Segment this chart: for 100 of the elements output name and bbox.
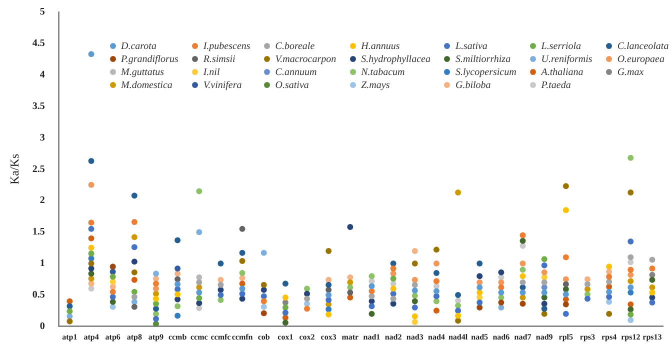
point	[455, 312, 462, 319]
x-tick-label: nad4	[428, 332, 445, 342]
point	[66, 308, 73, 314]
point	[433, 308, 440, 314]
point	[152, 316, 159, 322]
point	[174, 291, 181, 298]
point	[131, 304, 138, 310]
x-tick-label: cox3	[320, 332, 336, 342]
point	[196, 188, 202, 194]
legend-label: Z.mays	[361, 80, 390, 90]
point	[476, 273, 483, 280]
point	[390, 296, 396, 302]
point	[174, 312, 181, 319]
point	[174, 281, 181, 288]
point	[368, 283, 375, 290]
legend-label: M.guttatus	[121, 66, 164, 78]
y-tick-label: 0.5	[32, 290, 45, 301]
point	[152, 306, 159, 312]
point	[562, 291, 569, 298]
point	[606, 294, 612, 300]
point	[260, 286, 267, 293]
point	[347, 289, 354, 296]
legend-label: I.pubescens	[203, 40, 250, 52]
point	[326, 276, 332, 283]
legend-label: S.lycopersicum	[455, 66, 516, 78]
point	[218, 282, 224, 288]
x-tick-label: atp4	[84, 332, 99, 342]
point	[476, 284, 483, 290]
point	[110, 298, 116, 305]
legend-label: H.annuus	[361, 40, 400, 52]
point	[131, 258, 138, 265]
point	[131, 276, 138, 283]
point	[562, 207, 569, 214]
point	[174, 303, 181, 310]
point	[541, 256, 548, 262]
point	[412, 319, 418, 325]
y-tick-label: 2.5	[32, 164, 45, 175]
point	[433, 288, 440, 294]
point	[110, 288, 116, 295]
x-tick-label: matr	[342, 332, 360, 342]
point	[412, 248, 418, 254]
point	[628, 272, 634, 278]
legend-label: R.simsii	[203, 54, 236, 64]
point	[433, 270, 440, 276]
point	[152, 296, 159, 302]
point	[131, 269, 138, 276]
point	[498, 289, 504, 296]
point	[152, 300, 159, 307]
x-tick-label: nad9	[536, 332, 553, 342]
point	[88, 250, 94, 256]
point	[131, 244, 138, 250]
point	[260, 250, 267, 256]
point	[412, 298, 418, 304]
point	[131, 219, 138, 226]
point	[649, 300, 656, 306]
point	[433, 293, 440, 300]
point	[628, 306, 634, 312]
x-tick-label: atp6	[105, 332, 120, 342]
point	[455, 318, 462, 324]
y-tick-label: 4	[40, 69, 45, 80]
point	[606, 288, 612, 295]
point	[390, 286, 396, 292]
point	[455, 292, 462, 298]
legend-label: L.sativa	[455, 40, 488, 52]
point	[282, 294, 288, 300]
point	[476, 304, 483, 311]
point	[498, 300, 504, 306]
point	[628, 254, 634, 260]
x-tick-label: ccmfc	[210, 332, 232, 342]
point	[326, 282, 332, 288]
point	[433, 278, 440, 284]
legend-label: G.max	[617, 66, 644, 78]
point	[520, 238, 526, 244]
y-tick-label: 1.5	[32, 226, 45, 238]
point	[260, 304, 267, 310]
point	[196, 279, 202, 286]
point	[88, 235, 94, 242]
x-tick-label: nad2	[384, 332, 402, 342]
x-tick-label: atp9	[148, 332, 164, 342]
point	[628, 284, 634, 290]
legend-label: O.sativa	[275, 80, 309, 90]
legend-label: G.biloba	[455, 80, 491, 90]
point	[152, 270, 159, 277]
point	[152, 280, 159, 287]
point	[347, 279, 354, 286]
x-tick-label: rps4	[602, 332, 617, 342]
y-tick-label: 3.5	[32, 100, 45, 112]
x-tick-label: nad7	[514, 332, 532, 342]
point	[368, 293, 375, 300]
point	[562, 276, 569, 282]
point	[239, 270, 246, 276]
point	[628, 311, 634, 318]
point	[260, 282, 267, 288]
legend-label: S.miltiorrhiza	[455, 54, 511, 64]
x-tick-label: nad5	[471, 332, 488, 342]
x-tick-label: nad3	[406, 332, 424, 342]
point	[433, 260, 440, 267]
point	[433, 298, 440, 304]
point	[174, 296, 181, 302]
point	[412, 304, 418, 311]
